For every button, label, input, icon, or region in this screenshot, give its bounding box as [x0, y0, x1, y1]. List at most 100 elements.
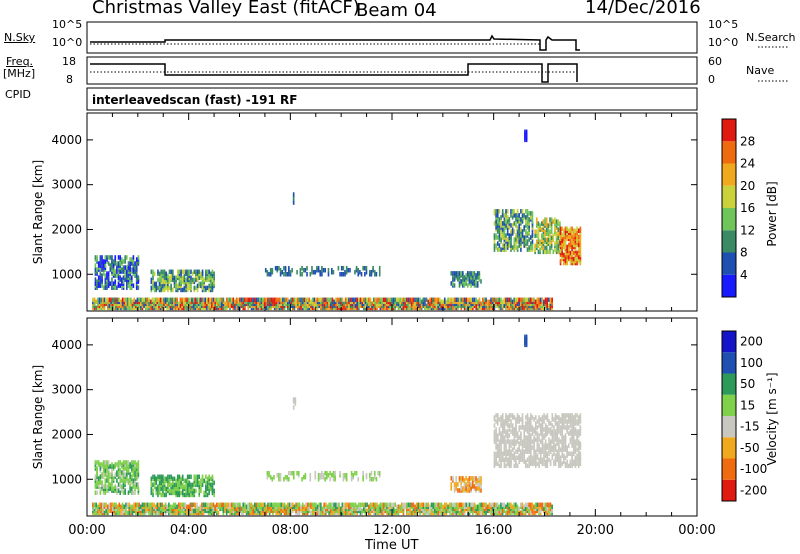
- velocity-cell: [211, 482, 214, 488]
- velocity-cell: [495, 455, 497, 461]
- power-cell: [134, 265, 136, 270]
- power-cell: [99, 271, 102, 276]
- velocity-cell: [370, 470, 373, 476]
- power-cell: [371, 301, 373, 307]
- power-cell: [528, 237, 530, 242]
- power-cell: [121, 267, 123, 272]
- velocity-cell: [480, 484, 482, 489]
- velocity-cell: [503, 435, 506, 440]
- power-cell: [450, 271, 453, 276]
- velocity-cell: [402, 502, 405, 508]
- velocity-cell: [566, 413, 568, 418]
- velocity-cell: [293, 474, 295, 480]
- velocity-cell: [301, 477, 303, 482]
- power-cell: [467, 297, 469, 303]
- velocity-cell: [561, 453, 564, 458]
- power-cell: [546, 297, 549, 303]
- power-cell: [237, 297, 240, 303]
- velocity-cell: [134, 472, 136, 477]
- power-cell: [506, 215, 509, 220]
- velocity-cell: [427, 502, 430, 508]
- velocity-cell: [244, 508, 246, 514]
- power-cell: [452, 271, 454, 276]
- velocity-cell: [516, 413, 519, 418]
- velocity-cell: [130, 466, 133, 471]
- velocity-cell: [192, 508, 195, 514]
- power-cell: [386, 297, 388, 303]
- power-cell: [106, 297, 109, 303]
- velocity-cell: [361, 508, 363, 514]
- velocity-cell: [510, 429, 512, 434]
- velocity-cell: [419, 502, 421, 508]
- power-cell: [528, 211, 530, 216]
- power-cell: [542, 249, 545, 255]
- power-cell: [500, 223, 502, 228]
- power-cell: [288, 272, 290, 277]
- velocity-cell: [366, 502, 368, 508]
- power-cell: [311, 265, 313, 271]
- power-cell: [372, 297, 375, 303]
- velocity-cell: [495, 443, 497, 448]
- velocity-cell: [106, 478, 108, 483]
- velocity-cell: [321, 506, 324, 512]
- velocity-cell: [405, 502, 408, 508]
- power-cell: [473, 271, 476, 276]
- velocity-cell: [554, 437, 557, 442]
- power-cell: [506, 241, 509, 246]
- velocity-cell: [273, 474, 275, 480]
- power-cell: [117, 261, 120, 266]
- velocity-cell: [536, 439, 539, 444]
- velocity-cell: [539, 508, 542, 514]
- power-cell: [364, 272, 366, 277]
- velocity-cell: [104, 468, 107, 473]
- power-cell: [539, 247, 541, 253]
- power-cell: [546, 303, 549, 309]
- velocity-cell: [561, 413, 564, 418]
- velocity-cell: [503, 419, 506, 424]
- velocity-cell: [480, 480, 482, 485]
- velocity-cell: [125, 510, 127, 516]
- velocity-cell: [379, 502, 382, 508]
- velocity-cell: [357, 477, 360, 482]
- velocity-cell: [440, 502, 443, 508]
- velocity-cell: [353, 502, 355, 508]
- velocity-cell: [544, 463, 547, 469]
- velocity-cell: [450, 482, 453, 487]
- velocity-cell: [415, 502, 418, 508]
- velocity-cell: [506, 457, 509, 463]
- velocity-cell: [132, 466, 135, 471]
- power-cell: [521, 213, 524, 218]
- power-cell: [95, 305, 97, 311]
- power-cell: [572, 250, 575, 256]
- power-cell: [513, 297, 515, 303]
- velocity-cell: [463, 478, 466, 483]
- velocity-cell: [129, 462, 131, 467]
- velocity-cell: [549, 502, 552, 508]
- velocity-cell: [114, 462, 117, 467]
- power-cell: [227, 297, 230, 303]
- velocity-cell: [382, 502, 385, 508]
- velocity-cell: [322, 472, 325, 478]
- velocity-cell: [473, 476, 476, 481]
- velocity-cell: [531, 415, 534, 420]
- power-cell: [496, 209, 499, 214]
- velocity-cell: [271, 477, 274, 482]
- power-cell: [310, 299, 312, 305]
- velocity-cell: [520, 425, 522, 430]
- cpid-panel: [86, 87, 698, 111]
- velocity-cell: [526, 435, 529, 440]
- power-cell: [323, 297, 325, 303]
- power-cell: [116, 269, 118, 274]
- velocity-cell: [186, 482, 189, 488]
- velocity-cell: [266, 470, 269, 476]
- velocity-cell: [144, 502, 147, 508]
- power-cell: [409, 305, 411, 311]
- velocity-cell: [526, 502, 529, 508]
- velocity-cell: [96, 466, 98, 471]
- velocity-cell: [173, 482, 176, 488]
- power-cell: [542, 219, 545, 224]
- velocity-cell: [536, 453, 539, 458]
- velocity-cell: [462, 502, 464, 508]
- power-cell: [505, 223, 507, 228]
- power-cell: [515, 243, 517, 248]
